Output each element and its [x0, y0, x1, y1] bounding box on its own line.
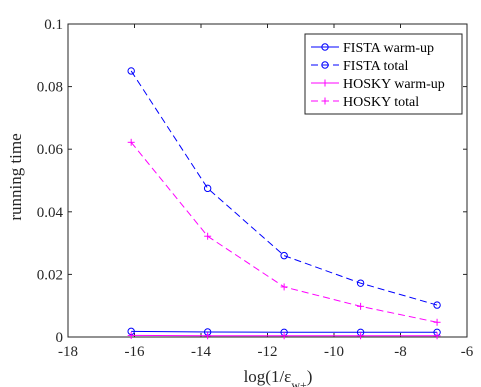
x-axis-label: log(1/εw+): [244, 367, 313, 387]
x-tick-label: -18: [58, 344, 78, 360]
data-point: [204, 232, 212, 240]
series-layer: [127, 67, 441, 340]
data-point: [280, 332, 288, 340]
series-3: [127, 331, 441, 340]
data-point: [356, 279, 365, 287]
data-point: [127, 331, 135, 339]
series-4: [127, 138, 441, 326]
legend-marker: [321, 97, 329, 105]
y-tick-label: 0.1: [44, 17, 63, 33]
series-line: [130, 70, 438, 306]
x-tick-label: -6: [461, 344, 474, 360]
x-tick-label: -10: [324, 344, 344, 360]
legend-label: HOSKY warm-up: [343, 77, 445, 92]
y-tick-label: 0.08: [37, 80, 63, 96]
legend-marker: [321, 61, 329, 69]
y-axis-ticks: 0 0.02 0.04 0.06 0.08 0.1: [37, 17, 467, 346]
legend-item: FISTA total: [311, 59, 408, 74]
data-point: [433, 332, 441, 340]
data-point: [433, 301, 441, 309]
data-point: [280, 251, 288, 260]
data-point: [280, 283, 288, 291]
y-tick-label: 0.06: [37, 142, 64, 158]
x-tick-label: -16: [125, 344, 145, 360]
legend-item: HOSKY warm-up: [311, 77, 445, 92]
data-point: [127, 67, 135, 75]
legend-item: FISTA warm-up: [311, 41, 434, 56]
data-point: [357, 332, 365, 340]
series-2: [127, 67, 441, 309]
legend-marker: [321, 79, 329, 87]
data-point: [204, 332, 212, 340]
data-point: [203, 184, 212, 193]
x-tick-label: -12: [258, 344, 278, 360]
x-tick-label: -14: [191, 344, 211, 360]
legend-label: FISTA total: [343, 59, 408, 74]
data-point: [433, 318, 441, 326]
y-tick-label: 0: [56, 330, 64, 346]
data-point: [357, 302, 365, 310]
y-tick-label: 0.02: [37, 267, 63, 283]
legend: FISTA warm-up FISTA total HOSKY warm-up HOS…: [304, 33, 463, 115]
y-axis-label: running time: [6, 133, 25, 220]
x-tick-label: -8: [394, 344, 407, 360]
legend-item: HOSKY total: [311, 95, 419, 110]
x-axis-ticks: -18 -16 -14 -12 -10 -8 -6: [58, 24, 474, 360]
legend-label: HOSKY total: [343, 95, 419, 110]
legend-marker: [321, 43, 329, 51]
data-point: [127, 138, 135, 146]
legend-label: FISTA warm-up: [343, 41, 434, 56]
y-tick-label: 0.04: [37, 205, 64, 221]
